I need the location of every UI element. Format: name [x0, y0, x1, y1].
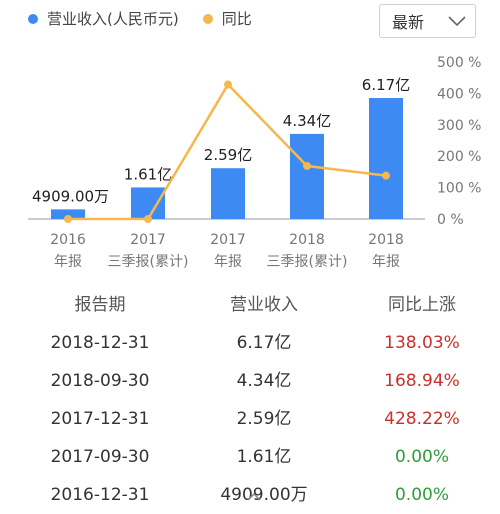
- period-select-value: 最新: [392, 13, 425, 32]
- x-tick-label-year: 2018: [368, 232, 404, 248]
- row-revenue: 1.61亿: [236, 447, 292, 467]
- table-row[interactable]: 2018-12-31 6.17亿 138.03%: [0, 324, 500, 362]
- row-date: 2017-12-31: [50, 409, 150, 429]
- bar-value-label: 1.61亿: [124, 165, 172, 183]
- y2-tick-label: 0 %: [437, 212, 464, 228]
- header-yoy: 同比上涨: [388, 295, 456, 315]
- header-period: 报告期: [74, 295, 126, 315]
- row-date: 2018-09-30: [50, 371, 150, 391]
- legend-label-yoy: 同比: [221, 10, 252, 28]
- x-tick-label-year: 2018: [289, 232, 325, 248]
- row-yoy: 428.22%: [384, 409, 460, 429]
- row-yoy: 168.94%: [384, 371, 460, 391]
- row-revenue: 4.34亿: [236, 371, 292, 391]
- legend-dot-revenue: [28, 13, 38, 24]
- y2-tick-label: 500 %: [437, 55, 481, 71]
- revenue-table: 报告期 营业收入 同比上涨 2018-12-31 6.17亿 138.03% 2018…: [0, 286, 500, 514]
- x-tick-label-year: 2017: [130, 232, 166, 248]
- yoy-point: [382, 171, 390, 180]
- period-select[interactable]: 最新: [379, 4, 476, 38]
- row-yoy: 0.00%: [394, 485, 450, 505]
- x-tick-label-type: 三季报(累计): [108, 254, 189, 270]
- bar-value-label: 4909.00万: [32, 187, 109, 205]
- legend-item-revenue[interactable]: 营业收入(人民币元): [28, 8, 179, 29]
- yoy-point: [64, 215, 72, 223]
- legend-dot-yoy: [202, 13, 213, 24]
- x-tick-label-type: 年报: [54, 254, 82, 270]
- x-tick-label-type: 年报: [214, 254, 242, 270]
- x-tick-label-year: 2016: [50, 232, 86, 248]
- bar-value-label: 2.59亿: [204, 146, 252, 164]
- revenue-bar: [131, 187, 165, 219]
- yoy-point: [144, 215, 152, 223]
- x-tick-label-year: 2017: [210, 232, 246, 248]
- bar-value-label: 6.17亿: [362, 76, 410, 94]
- row-yoy: 0.00%: [394, 447, 450, 467]
- header-revenue: 营业收入: [230, 295, 298, 315]
- revenue-bar: [290, 133, 324, 219]
- table-row[interactable]: 2017-12-31 2.59亿 428.22%: [0, 400, 500, 438]
- revenue-bar: [51, 209, 85, 219]
- row-date: 2017-09-30: [50, 447, 150, 467]
- y2-tick-label: 200 %: [437, 149, 481, 165]
- y2-tick-label: 400 %: [437, 86, 481, 102]
- legend-item-yoy[interactable]: 同比: [202, 8, 252, 29]
- row-revenue: 4909.00万: [220, 485, 308, 505]
- row-date: 2018-12-31: [50, 333, 150, 353]
- chevron-up-icon[interactable]: [246, 492, 262, 502]
- chevron-down-icon: [448, 16, 466, 27]
- row-date: 2016-12-31: [50, 485, 150, 505]
- row-revenue: 2.59亿: [236, 409, 292, 429]
- revenue-bar: [369, 98, 403, 219]
- y2-tick-label: 100 %: [437, 181, 481, 197]
- bar-value-label: 4.34亿: [283, 112, 331, 130]
- x-tick-label-type: 三季报(累计): [267, 254, 348, 270]
- table-header: 报告期 营业收入 同比上涨: [0, 286, 500, 324]
- table-row[interactable]: 2018-09-30 4.34亿 168.94%: [0, 362, 500, 400]
- table-row[interactable]: 2017-09-30 1.61亿 0.00%: [0, 438, 500, 476]
- y2-tick-label: 300 %: [437, 118, 481, 134]
- row-yoy: 138.03%: [384, 333, 460, 353]
- row-revenue: 6.17亿: [236, 333, 292, 353]
- revenue-bar: [211, 168, 245, 219]
- yoy-point: [303, 161, 311, 170]
- legend-label-revenue: 营业收入(人民币元): [47, 10, 179, 28]
- revenue-chart: 500 % 400 % 300 % 200 % 100 % 0 % 4909.00万 1.61…: [28, 55, 481, 270]
- table-row[interactable]: 2016-12-31 4909.00万 0.00%: [0, 476, 500, 514]
- chart-legend: 营业收入(人民币元) 同比: [28, 8, 276, 29]
- x-tick-label-type: 年报: [372, 254, 400, 270]
- yoy-point: [224, 80, 232, 89]
